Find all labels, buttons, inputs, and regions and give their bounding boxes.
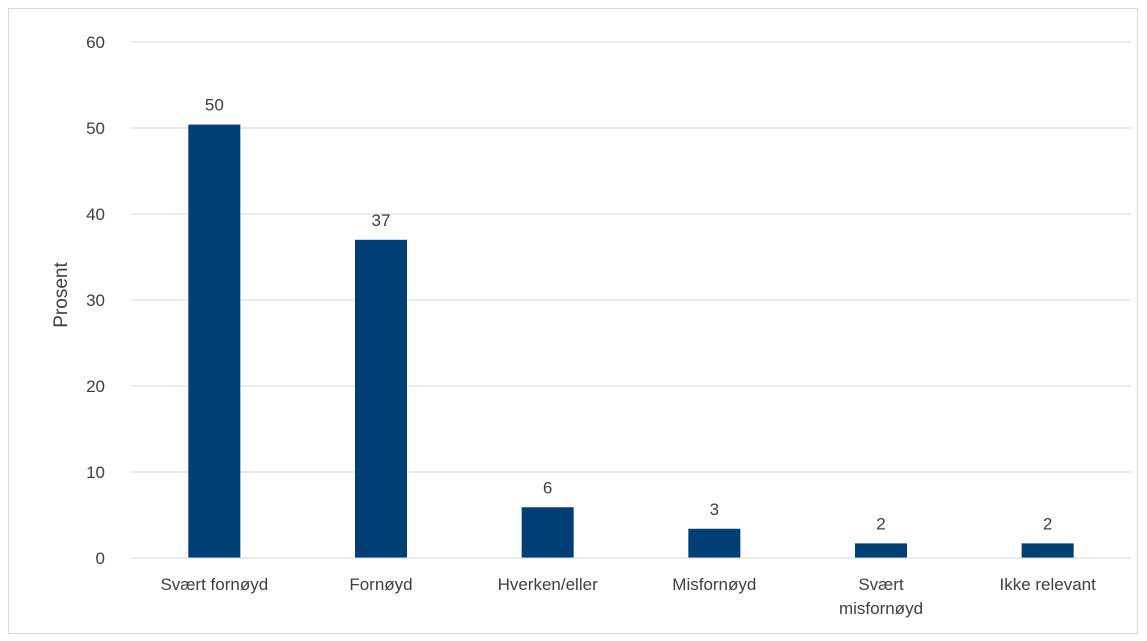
y-tick-label: 30 [86,291,105,310]
data-label: 2 [876,514,885,533]
x-category-label: Fornøyd [349,575,412,594]
bars [188,124,1074,559]
x-axis-categories: Svært fornøyd Fornøyd Hverken/eller Misforn… [160,575,1096,618]
y-axis-ticks: 0 10 20 30 40 50 60 [86,33,105,568]
bar [855,543,907,558]
data-label: 2 [1043,514,1052,533]
bar [688,528,741,558]
x-category-label: Hverken/eller [498,575,598,594]
y-tick-label: 20 [86,377,105,396]
data-label: 37 [372,211,391,230]
gridlines [131,41,1131,473]
y-axis-label: Prosent [51,262,72,328]
data-label: 50 [205,96,224,115]
bar [521,507,574,558]
data-labels: 50 37 6 3 2 2 [205,96,1053,534]
y-tick-label: 40 [86,205,105,224]
y-tick-label: 50 [86,119,105,138]
bar [188,124,241,558]
bar [1021,543,1074,558]
data-label: 6 [543,478,552,497]
y-tick-label: 0 [96,549,105,568]
x-category-label: Svært misfornøyd [839,575,923,618]
y-tick-label: 60 [86,33,105,52]
bar [355,239,407,559]
x-category-label: Ikke relevant [999,575,1096,594]
data-label: 3 [710,500,719,519]
bar-chart: 0 10 20 30 40 50 60 50 37 6 3 2 2 Svært fornøyd Forn… [51,33,1131,618]
x-category-label: Svært fornøyd [160,575,268,594]
x-category-label: Misfornøyd [672,575,756,594]
chart-frame: 0 10 20 30 40 50 60 50 37 6 3 2 2 Svært fornøyd Forn… [8,8,1138,634]
y-tick-label: 10 [86,463,105,482]
